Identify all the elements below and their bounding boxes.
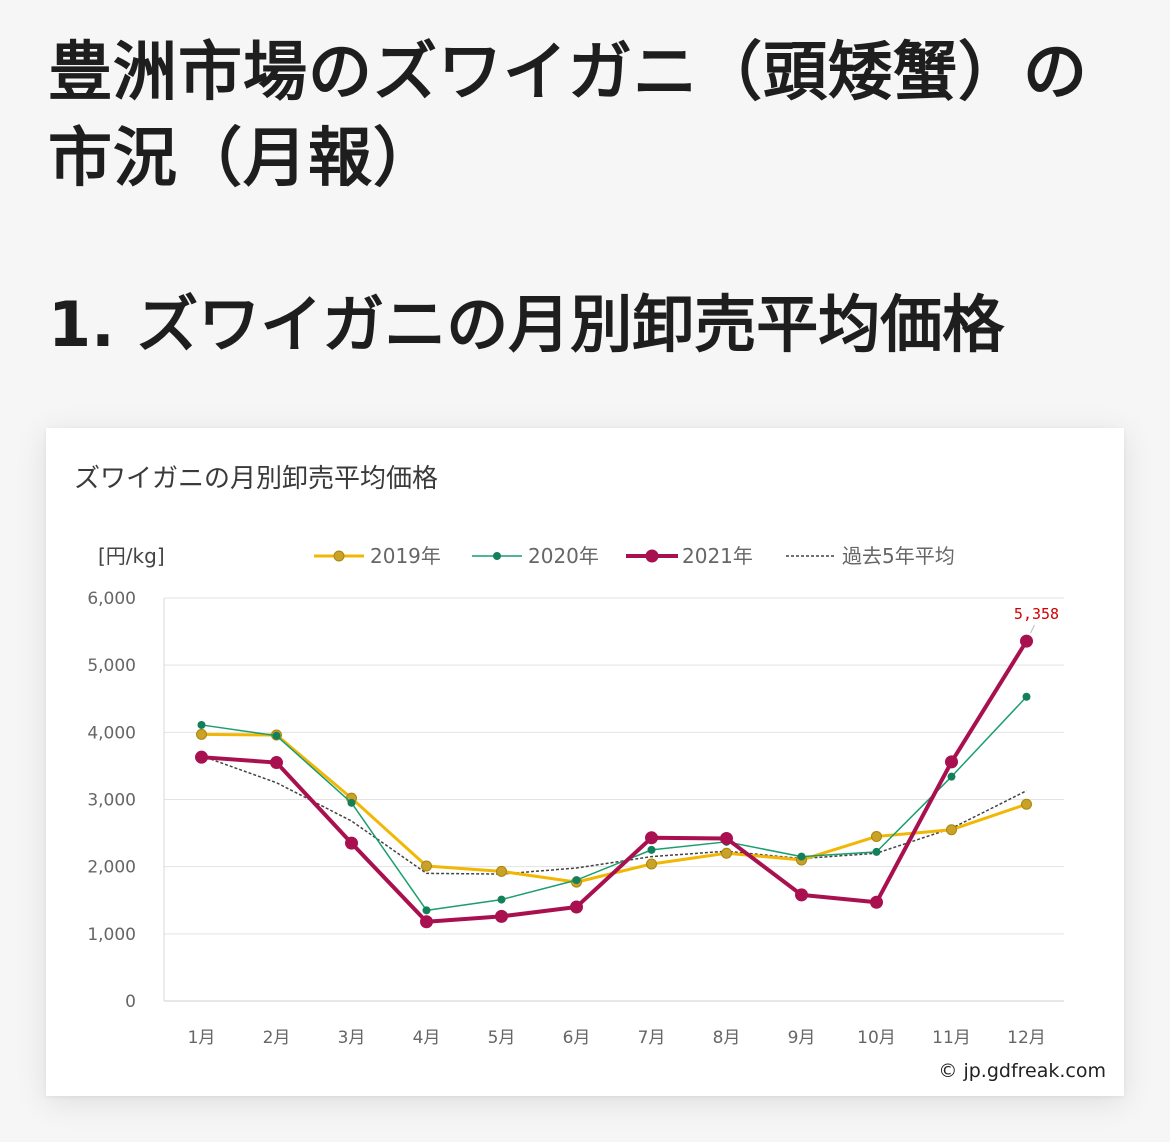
x-tick-label: 8月 xyxy=(713,1028,741,1048)
section-heading: 1. ズワイガニの月別卸売平均価格 xyxy=(48,288,1005,361)
data-point-2020 xyxy=(497,895,506,904)
legend-label-2020: 2020年 xyxy=(528,544,599,568)
legend-label-2019: 2019年 xyxy=(370,544,441,568)
x-tick-label: 6月 xyxy=(563,1028,591,1048)
series-line-2019 xyxy=(201,732,1027,884)
legend-swatch-2020 xyxy=(472,552,522,560)
series-line-5yr-average xyxy=(201,755,1027,875)
data-point-2020 xyxy=(647,845,656,854)
series-line-2021 xyxy=(201,640,1029,924)
data-point-2020 xyxy=(272,731,281,740)
copyright-notice: © jp.gdfreak.com xyxy=(938,1060,1106,1082)
y-tick-label: 6,000 xyxy=(87,589,136,609)
x-tick-label: 2月 xyxy=(263,1028,291,1048)
data-point-2019 xyxy=(496,865,507,877)
x-tick-label: 12月 xyxy=(1007,1028,1046,1048)
data-point-2020 xyxy=(347,798,356,807)
chart-card: ズワイガニの月別卸売平均価格 [円/kg] 2019年 2020年 2021年 xyxy=(46,428,1124,1096)
data-point-2021 xyxy=(495,909,508,923)
series-line-2020 xyxy=(201,696,1028,912)
data-point-2020 xyxy=(572,876,581,885)
data-point-2021 xyxy=(795,888,808,902)
data-point-2021 xyxy=(1020,634,1033,648)
data-label-leader xyxy=(1030,624,1035,634)
data-point-2021 xyxy=(720,831,733,845)
legend-swatch-2021 xyxy=(626,549,678,563)
legend-label-5yr-average: 過去5年平均 xyxy=(842,544,955,568)
data-label: 5,358 xyxy=(1014,605,1059,623)
y-axis-unit-label: [円/kg] xyxy=(98,544,165,568)
line-chart: 0 1,000 2,000 3,000 4,000 5,000 6,000 1月 2月 3月 4月 5… xyxy=(87,589,1064,1048)
data-point-2019 xyxy=(946,824,957,836)
y-tick-label: 4,000 xyxy=(87,723,136,743)
y-tick-label: 3,000 xyxy=(87,791,136,811)
data-point-2019 xyxy=(721,847,732,859)
data-point-2019 xyxy=(646,858,657,870)
data-point-2019 xyxy=(1021,798,1032,810)
chart-title: ズワイガニの月別卸売平均価格 xyxy=(74,464,439,494)
y-tick-label: 0 xyxy=(125,992,136,1012)
x-tick-label: 5月 xyxy=(488,1028,516,1048)
data-point-2020 xyxy=(797,852,806,861)
page-title: 豊洲市場のズワイガニ（頭矮蟹）の市況（月報） xyxy=(48,36,1088,196)
data-point-2021 xyxy=(195,750,208,764)
data-point-2020 xyxy=(1022,692,1031,701)
data-point-2019 xyxy=(421,860,432,872)
data-point-2020 xyxy=(422,906,431,915)
legend-label-2021: 2021年 xyxy=(682,544,753,568)
data-point-2021 xyxy=(420,915,433,929)
data-point-2020 xyxy=(872,847,881,856)
x-tick-label: 10月 xyxy=(857,1028,896,1048)
data-point-2020 xyxy=(947,772,956,781)
data-point-2021 xyxy=(870,895,883,909)
y-tick-label: 2,000 xyxy=(87,858,136,878)
data-point-2019 xyxy=(871,830,882,842)
data-point-2021 xyxy=(645,831,658,845)
y-tick-label: 5,000 xyxy=(87,656,136,676)
x-tick-label: 4月 xyxy=(413,1028,441,1048)
x-tick-label: 7月 xyxy=(638,1028,666,1048)
data-point-2020 xyxy=(197,720,206,729)
x-tick-label: 11月 xyxy=(932,1028,971,1048)
x-tick-label: 3月 xyxy=(338,1028,366,1048)
x-tick-label: 1月 xyxy=(188,1028,216,1048)
legend-swatch-5yr-average xyxy=(786,555,836,557)
y-tick-label: 1,000 xyxy=(87,925,136,945)
data-point-2021 xyxy=(570,900,583,914)
data-point-2021 xyxy=(270,756,283,770)
data-point-2021 xyxy=(345,836,358,850)
data-point-2021 xyxy=(945,755,958,769)
legend-swatch-2019 xyxy=(314,550,364,562)
data-point-2019 xyxy=(196,728,207,740)
x-tick-label: 9月 xyxy=(788,1028,816,1048)
